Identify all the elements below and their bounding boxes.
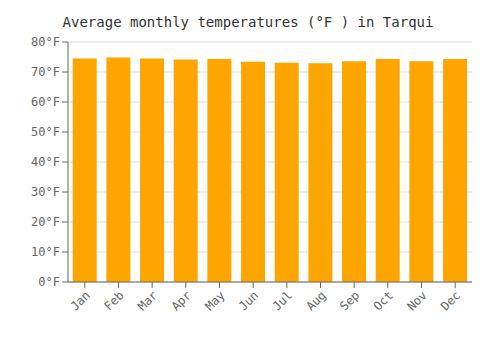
svg-text:Jul: Jul <box>270 288 295 313</box>
svg-text:70°F: 70°F <box>31 65 60 79</box>
svg-text:Feb: Feb <box>101 288 126 313</box>
svg-text:60°F: 60°F <box>31 95 60 109</box>
svg-text:50°F: 50°F <box>31 125 60 139</box>
svg-text:May: May <box>202 288 227 313</box>
svg-text:0°F: 0°F <box>38 275 60 289</box>
svg-text:40°F: 40°F <box>31 155 60 169</box>
html-text:Average monthly temperatures (: Average monthly temperatures (°F ) in Ta… <box>62 14 434 30</box>
svg-text:Oct: Oct <box>371 288 396 313</box>
svg-text:20°F: 20°F <box>31 215 60 229</box>
svg-text:Dec: Dec <box>438 288 463 313</box>
svg-text:Jan: Jan <box>68 288 93 313</box>
svg-text:Apr: Apr <box>169 288 194 313</box>
svg-text:80°F: 80°F <box>31 35 60 49</box>
svg-text:Nov: Nov <box>404 288 429 313</box>
svg-text:Sep: Sep <box>337 288 362 313</box>
svg-text:Jun: Jun <box>236 288 261 313</box>
svg-text:Mar: Mar <box>135 288 160 313</box>
svg-text:10°F: 10°F <box>31 245 60 259</box>
svg-text:Aug: Aug <box>303 288 328 313</box>
svg-text:30°F: 30°F <box>31 185 60 199</box>
